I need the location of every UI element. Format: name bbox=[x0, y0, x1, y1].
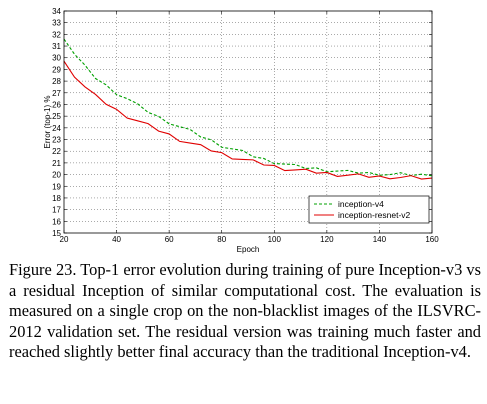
y-tick-label: 34 bbox=[52, 7, 61, 16]
x-tick-label: 140 bbox=[373, 235, 387, 244]
legend-label-inception-v4: inception-v4 bbox=[338, 199, 384, 209]
x-tick-label: 20 bbox=[60, 235, 69, 244]
axis-ticks: 15 16 17 18 19 20 21 22 23 24 25 26 27 28 29 30 31 32 33 34… bbox=[52, 7, 439, 244]
x-tick-label: 160 bbox=[425, 235, 439, 244]
legend-box bbox=[308, 195, 430, 224]
y-tick-label: 24 bbox=[52, 124, 61, 133]
legend-label-inception-resnet-v2: inception-resnet-v2 bbox=[338, 210, 411, 220]
error-chart: 15 16 17 18 19 20 21 22 23 24 25 26 27 28 29 30 31 32 33 34… bbox=[43, 7, 439, 254]
series-line-inception-v4 bbox=[63, 38, 433, 177]
y-tick-label: 31 bbox=[52, 42, 61, 51]
plot-frame bbox=[63, 10, 433, 234]
series-lines bbox=[63, 38, 433, 180]
y-tick-label: 18 bbox=[52, 194, 61, 203]
x-tick-label: 80 bbox=[217, 235, 226, 244]
y-tick-label: 25 bbox=[52, 112, 61, 121]
y-tick-label: 29 bbox=[52, 65, 61, 74]
y-tick-label: 21 bbox=[52, 159, 61, 168]
y-tick-label: 28 bbox=[52, 77, 61, 86]
y-tick-label: 22 bbox=[52, 147, 61, 156]
figure-caption: Figure 23. Top-1 error evolution during … bbox=[9, 260, 481, 362]
y-tick-label: 27 bbox=[52, 89, 61, 98]
y-axis-label: Error (top-1) % bbox=[43, 96, 52, 149]
grid bbox=[64, 11, 432, 233]
y-tick-label: 32 bbox=[52, 30, 61, 39]
y-tick-label: 33 bbox=[52, 19, 61, 28]
y-tick-label: 20 bbox=[52, 171, 61, 180]
series-line-inception-resnet-v2 bbox=[63, 60, 433, 180]
y-tick-label: 26 bbox=[52, 100, 61, 109]
y-tick-label: 30 bbox=[52, 54, 61, 63]
legend: inception-v4 inception-resnet-v2 bbox=[308, 195, 430, 224]
y-tick-label: 16 bbox=[52, 217, 61, 226]
y-tick-label: 23 bbox=[52, 136, 61, 145]
y-tick-label: 17 bbox=[52, 206, 61, 215]
x-tick-label: 100 bbox=[268, 235, 282, 244]
y-tick-label: 19 bbox=[52, 182, 61, 191]
x-tick-label: 40 bbox=[112, 235, 121, 244]
x-tick-label: 120 bbox=[320, 235, 334, 244]
x-tick-label: 60 bbox=[165, 235, 174, 244]
y-tick-label: 15 bbox=[52, 229, 61, 238]
x-axis-label: Epoch bbox=[237, 245, 260, 254]
